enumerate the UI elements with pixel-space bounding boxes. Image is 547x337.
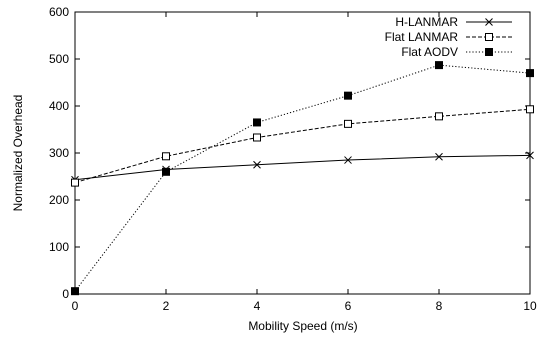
legend-label: Flat AODV (401, 45, 458, 59)
data-point-series-1 (253, 160, 261, 169)
y-tick-label: 0 (62, 287, 69, 301)
legend-label: H-LANMAR (395, 15, 458, 29)
data-point-series-1 (526, 151, 534, 160)
legend-swatch-marker (485, 48, 493, 56)
series-group (71, 61, 534, 296)
legend-label: Flat LANMAR (385, 30, 459, 44)
series-line-2 (74, 108, 531, 184)
data-point-series-3 (435, 61, 443, 70)
plot-frame (74, 11, 531, 295)
data-point-series-2 (344, 119, 352, 128)
data-point-series-2 (435, 112, 443, 121)
data-point-series-3 (526, 69, 534, 78)
y-tick-label: 300 (49, 146, 69, 160)
legend-swatch-marker (485, 33, 493, 41)
legend-swatch-marker (485, 18, 493, 26)
data-point-series-2 (526, 105, 534, 114)
y-tick-label: 600 (49, 5, 69, 19)
data-point-series-3 (253, 118, 261, 127)
data-point-series-2 (71, 178, 79, 187)
y-tick-label: 500 (49, 52, 69, 66)
data-point-series-3 (71, 287, 79, 296)
series-line-1 (74, 154, 531, 181)
x-tick-label: 4 (254, 299, 261, 313)
axes (74, 11, 531, 295)
data-point-series-1 (344, 156, 352, 164)
series-line-3 (74, 64, 531, 292)
data-point-series-2 (253, 133, 261, 142)
data-point-series-1 (435, 152, 443, 161)
x-tick-labels: 0 2 4 6 8 10 (72, 299, 537, 313)
x-tick-label: 2 (163, 299, 170, 313)
y-tick-label: 400 (49, 99, 69, 113)
data-point-series-3 (344, 91, 352, 100)
data-point-series-3 (162, 167, 170, 176)
y-tick-label: 100 (49, 240, 69, 254)
x-tick-label: 0 (72, 299, 79, 313)
x-tick-label: 8 (436, 299, 443, 313)
x-tick-label: 10 (523, 299, 537, 313)
data-point-series-2 (162, 152, 170, 161)
y-axis-label: Normalized Overhead (11, 95, 25, 212)
x-axis-label: Mobility Speed (m/s) (248, 319, 357, 333)
y-tick-label: 200 (49, 193, 69, 207)
y-tick-labels: 0 100 200 300 400 500 600 (49, 5, 69, 301)
x-tick-label: 6 (345, 299, 352, 313)
